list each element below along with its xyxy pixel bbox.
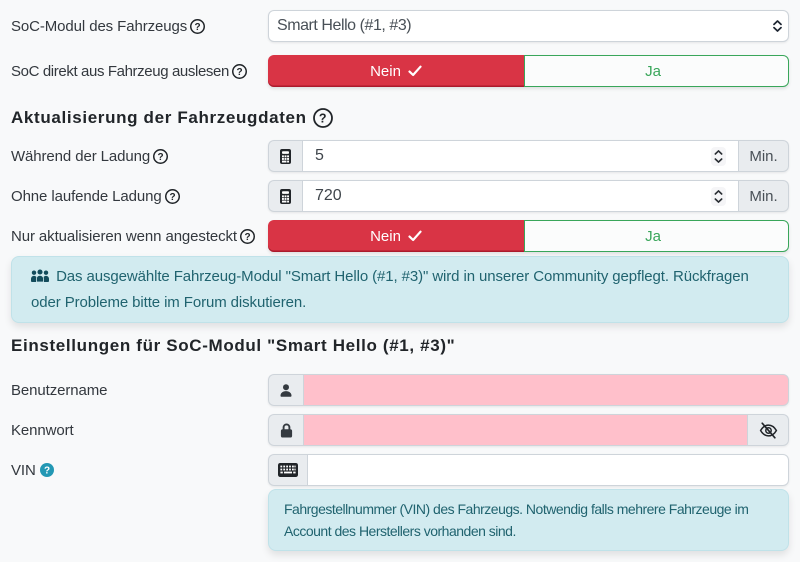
svg-text:?: ? xyxy=(244,232,250,243)
svg-text:?: ? xyxy=(195,22,201,33)
svg-text:?: ? xyxy=(169,192,175,203)
svg-text:?: ? xyxy=(158,152,164,163)
svg-text:?: ? xyxy=(44,466,50,477)
svg-text:?: ? xyxy=(319,112,327,126)
svg-text:?: ? xyxy=(236,67,242,78)
